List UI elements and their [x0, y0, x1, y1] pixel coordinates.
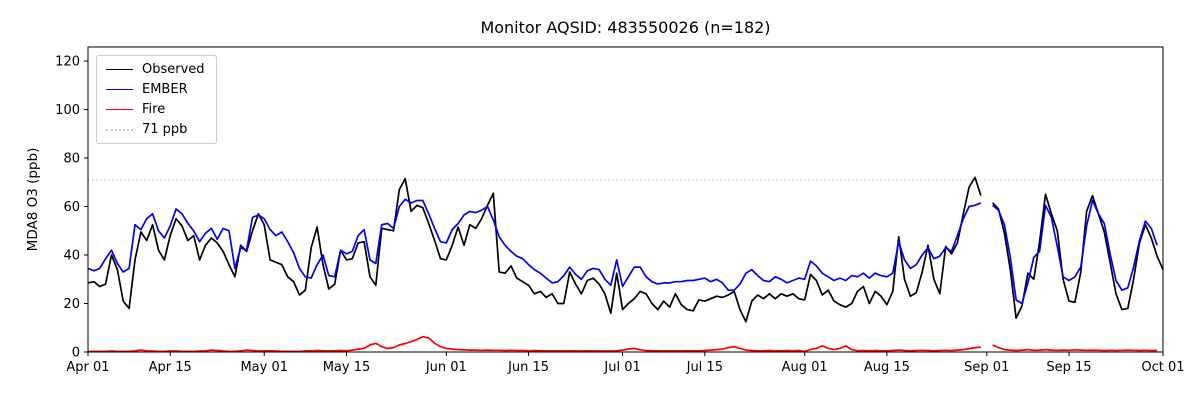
legend-label-threshold: 71 ppb — [142, 122, 188, 137]
y-tick-label: 20 — [63, 297, 80, 312]
fire-line-sample — [106, 109, 133, 110]
observed-line-sample — [106, 69, 133, 70]
x-tick-label: Sep 01 — [964, 360, 1009, 375]
x-tick-label: Apr 15 — [149, 360, 192, 375]
x-tick-label: Jul 15 — [686, 360, 723, 375]
y-tick-label: 0 — [72, 346, 80, 361]
threshold-line-sample — [106, 128, 133, 131]
x-tick-label: Jun 15 — [507, 360, 549, 375]
legend-label-observed: Observed — [142, 62, 205, 77]
series-ember-line — [992, 199, 1158, 305]
ember-line-sample — [106, 89, 133, 90]
plot-box — [87, 46, 1164, 353]
legend-item-ember: EMBER — [106, 83, 205, 96]
chart-title: Monitor AQSID: 483550026 (n=182) — [480, 18, 770, 37]
legend-item-threshold: 71 ppb — [106, 123, 205, 136]
y-tick-label: 80 — [63, 152, 80, 167]
legend-item-observed: Observed — [106, 63, 205, 76]
series-ember-line — [87, 198, 982, 292]
y-tick-label: 60 — [63, 200, 80, 215]
y-tick-label: 40 — [63, 249, 80, 264]
series-observed-line — [991, 193, 1164, 319]
series-fire-line — [88, 335, 981, 353]
y-axis-label: MDA8 O3 (ppb) — [25, 148, 41, 252]
x-tick-label: May 01 — [240, 360, 288, 375]
y-tick-label: 120 — [55, 55, 80, 70]
legend-item-fire: Fire — [106, 103, 205, 116]
series-observed-line — [87, 176, 982, 323]
x-tick-label: Jul 01 — [603, 360, 640, 375]
x-tick-label: May 15 — [323, 360, 371, 375]
legend: Observed EMBER Fire 71 ppb — [96, 55, 217, 144]
x-tick-label: Aug 01 — [782, 360, 828, 375]
legend-label-fire: Fire — [142, 102, 166, 117]
x-tick-label: Aug 15 — [864, 360, 910, 375]
legend-label-ember: EMBER — [142, 82, 188, 97]
x-tick-label: Sep 15 — [1046, 360, 1091, 375]
x-tick-label: Apr 01 — [66, 360, 109, 375]
x-tick-label: Jun 01 — [425, 360, 467, 375]
y-tick-label: 100 — [55, 103, 80, 118]
series-fire-line — [992, 344, 1158, 352]
x-tick-label: Oct 01 — [1141, 360, 1184, 375]
